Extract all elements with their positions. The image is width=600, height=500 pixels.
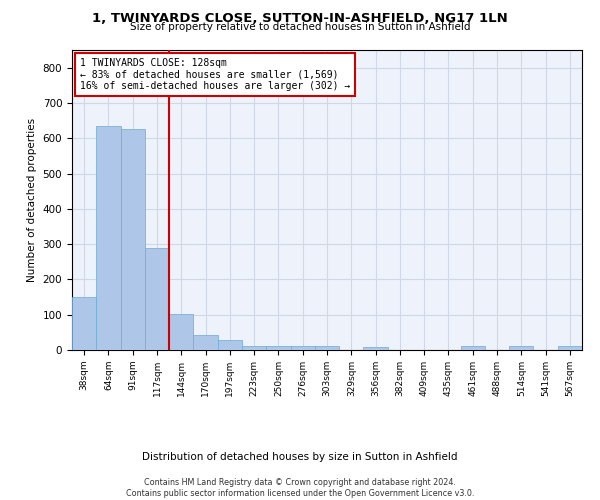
Y-axis label: Number of detached properties: Number of detached properties: [27, 118, 37, 282]
Text: Contains HM Land Registry data © Crown copyright and database right 2024.
Contai: Contains HM Land Registry data © Crown c…: [126, 478, 474, 498]
Bar: [96, 126, 121, 350]
Bar: [169, 314, 193, 350]
Bar: [72, 297, 96, 350]
Bar: [461, 346, 485, 350]
Bar: [193, 335, 218, 350]
Bar: [558, 346, 582, 350]
Bar: [242, 346, 266, 350]
Bar: [266, 346, 290, 350]
Bar: [364, 347, 388, 350]
Text: Size of property relative to detached houses in Sutton in Ashfield: Size of property relative to detached ho…: [130, 22, 470, 32]
Bar: [315, 346, 339, 350]
Text: Distribution of detached houses by size in Sutton in Ashfield: Distribution of detached houses by size …: [142, 452, 458, 462]
Bar: [290, 346, 315, 350]
Bar: [218, 340, 242, 350]
Bar: [121, 128, 145, 350]
Bar: [509, 346, 533, 350]
Bar: [145, 248, 169, 350]
Text: 1, TWINYARDS CLOSE, SUTTON-IN-ASHFIELD, NG17 1LN: 1, TWINYARDS CLOSE, SUTTON-IN-ASHFIELD, …: [92, 12, 508, 26]
Text: 1 TWINYARDS CLOSE: 128sqm
← 83% of detached houses are smaller (1,569)
16% of se: 1 TWINYARDS CLOSE: 128sqm ← 83% of detac…: [80, 58, 350, 90]
